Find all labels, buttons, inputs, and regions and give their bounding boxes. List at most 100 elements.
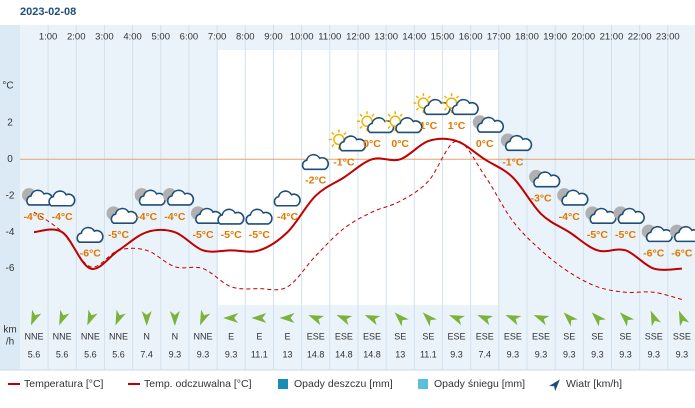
- weather-icon: [48, 190, 76, 207]
- wind-arrow: [87, 309, 98, 326]
- wind-unit: /h: [6, 337, 14, 348]
- wind-direction: N: [172, 331, 179, 341]
- y-tick-label: 2: [7, 117, 13, 128]
- x-tick-label: 14:00: [402, 32, 426, 43]
- sun-ray: [387, 113, 391, 117]
- sun-ray: [443, 95, 448, 99]
- wind-arrow: [563, 312, 578, 327]
- wind-speed: 5.6: [84, 349, 97, 359]
- wind-speed: 5.6: [112, 349, 125, 359]
- wind-arrow: [141, 311, 152, 326]
- wind-direction: E: [256, 331, 262, 341]
- cloud: [395, 117, 423, 134]
- wind-arrow: [169, 311, 180, 326]
- wind-unit: km: [3, 325, 16, 336]
- sun-ray: [359, 113, 363, 117]
- cloud: [48, 190, 76, 207]
- wind-arrow: [223, 313, 239, 323]
- wind-speed: 9.3: [591, 349, 604, 359]
- wind-speed: 9.3: [225, 349, 238, 359]
- wind-arrow: [533, 314, 550, 326]
- weather-icon: [669, 224, 695, 243]
- wind-speed: 9.3: [507, 349, 520, 359]
- sun-ray: [427, 95, 431, 99]
- data-label: -4°C: [164, 211, 186, 223]
- cloud: [166, 189, 195, 206]
- wind-speed: 11.1: [420, 349, 437, 359]
- x-tick-label: 4:00: [123, 32, 142, 43]
- x-tick-label: 9:00: [264, 32, 283, 43]
- x-tick-label: 8:00: [236, 32, 255, 43]
- data-label: -6°C: [643, 247, 665, 259]
- data-label: -5°C: [221, 229, 243, 241]
- wind-direction: NNE: [81, 331, 100, 341]
- wind-arrow: [308, 314, 325, 326]
- cloud: [338, 135, 367, 152]
- wind-speed: 14.8: [363, 349, 381, 359]
- wind-speed: 7.4: [140, 349, 153, 359]
- weather-icon: [134, 188, 166, 206]
- wind-speed: 9.3: [535, 349, 548, 359]
- wind-direction: ESE: [532, 331, 550, 341]
- x-tick-label: 23:00: [656, 32, 680, 43]
- wind-direction: SE: [394, 331, 406, 341]
- weather-icon: [301, 153, 330, 171]
- x-tick-label: 11:00: [318, 32, 341, 43]
- x-tick-label: 18:00: [515, 32, 539, 43]
- y-tick-label: 0: [7, 154, 13, 165]
- sun-ray: [331, 143, 335, 148]
- wind-arrow: [30, 309, 42, 326]
- cloud: [245, 208, 273, 225]
- data-label: -5°C: [249, 229, 271, 241]
- y-tick-label: -4: [6, 227, 15, 238]
- data-label: -6°C: [80, 247, 102, 259]
- legend-wind-arrow: [549, 379, 560, 392]
- legend-label: Wiatr [km/h]: [566, 378, 622, 390]
- x-tick-label: 20:00: [571, 32, 595, 43]
- weather-icon: [472, 115, 505, 133]
- weather-icon: [557, 188, 589, 206]
- data-label: -5°C: [615, 229, 637, 241]
- cloud: [273, 190, 301, 207]
- x-tick-label: 5:00: [152, 32, 171, 43]
- wind-speed: 9.3: [619, 349, 632, 359]
- wind-direction: SSE: [645, 331, 663, 341]
- x-tick-label: 3:00: [95, 32, 114, 43]
- data-label: -1°C: [333, 156, 355, 168]
- wind-speed: 5.6: [56, 349, 69, 359]
- data-label: 0°C: [476, 138, 494, 150]
- wind-arrow: [422, 312, 437, 327]
- data-label: 0°C: [363, 138, 381, 150]
- weather-icon: [273, 190, 301, 207]
- data-label: -4°C: [559, 211, 581, 223]
- wind-direction: ESE: [504, 331, 522, 341]
- data-label: -4°C: [277, 211, 299, 223]
- wind-direction: E: [228, 331, 234, 341]
- wind-arrow: [199, 309, 211, 326]
- weather-icon: [385, 111, 423, 134]
- wind-speed: 9.3: [647, 349, 660, 359]
- x-tick-label: 16:00: [459, 32, 483, 43]
- cloud: [617, 207, 645, 224]
- wind-direction: SE: [422, 331, 434, 341]
- data-label: -4°C: [136, 211, 158, 223]
- wind-direction: SSE: [673, 331, 691, 341]
- weather-icon: [76, 226, 104, 243]
- data-label: -5°C: [587, 229, 609, 241]
- data-label: 1°C: [420, 120, 438, 132]
- sun-ray: [455, 95, 460, 99]
- wind-arrow: [449, 314, 465, 326]
- wind-speed: 13: [395, 349, 405, 359]
- wind-arrow: [115, 309, 126, 326]
- data-label: -3°C: [530, 193, 552, 205]
- cloud: [504, 134, 533, 152]
- wind-direction: E: [285, 331, 291, 341]
- wind-speed: 9.3: [197, 349, 210, 359]
- wind-speed: 5.6: [28, 349, 41, 359]
- weather-icon: [441, 93, 479, 116]
- data-label: -4°C: [52, 211, 74, 223]
- wind-arrow: [505, 314, 522, 326]
- x-tick-label: 12:00: [346, 32, 370, 43]
- weather-icon: [106, 206, 138, 224]
- cloud: [561, 189, 589, 206]
